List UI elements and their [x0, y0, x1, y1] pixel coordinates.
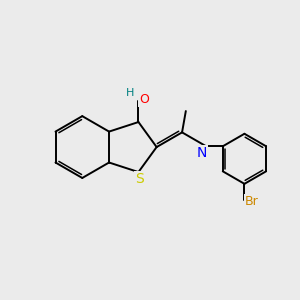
- Text: Br: Br: [245, 195, 259, 208]
- Text: H: H: [126, 88, 134, 98]
- Text: O: O: [139, 94, 149, 106]
- Text: N: N: [196, 146, 207, 160]
- Text: S: S: [135, 172, 143, 185]
